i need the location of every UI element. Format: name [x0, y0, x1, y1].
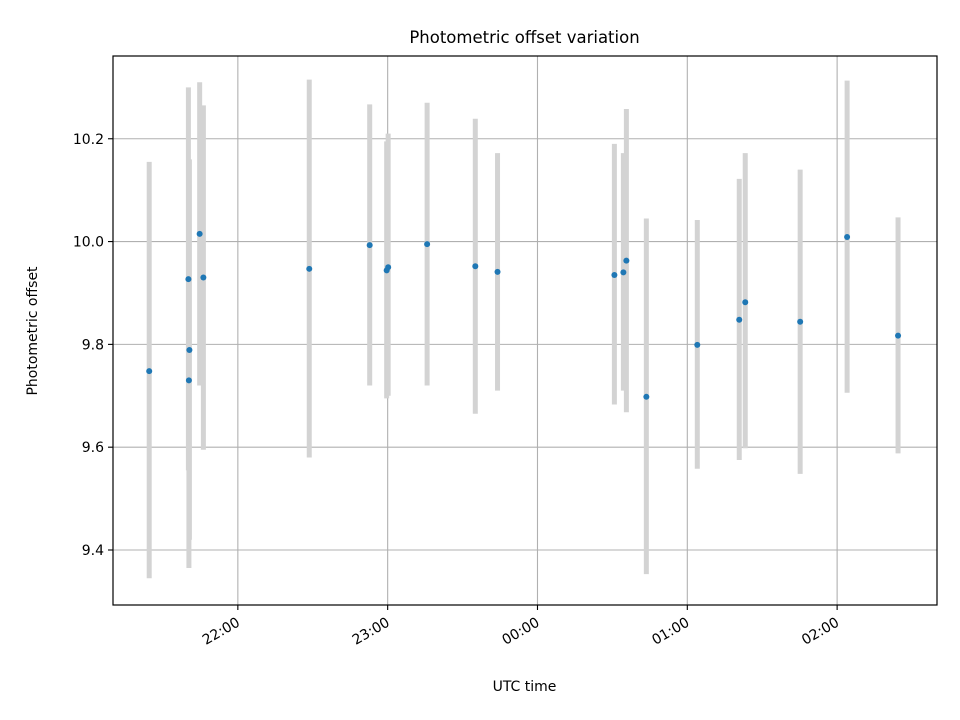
- data-point: [895, 332, 902, 339]
- data-point: [186, 347, 193, 354]
- data-point: [196, 230, 203, 237]
- plot-frame: [112, 55, 938, 606]
- data-point: [797, 318, 804, 325]
- data-point: [694, 341, 701, 348]
- y-tick-label: 10.0: [73, 235, 104, 251]
- data-point: [494, 268, 501, 275]
- data-point: [472, 263, 479, 270]
- data-points: [146, 230, 902, 400]
- data-point: [200, 274, 207, 281]
- data-point: [620, 269, 627, 276]
- data-point: [424, 241, 431, 248]
- data-point: [385, 264, 392, 271]
- y-tick-label: 9.4: [82, 543, 104, 559]
- chart-title: Photometric offset variation: [409, 28, 639, 47]
- data-point: [185, 377, 192, 384]
- data-point: [844, 233, 851, 240]
- y-tick-label: 10.2: [73, 132, 104, 148]
- data-point: [366, 242, 373, 249]
- data-point: [736, 316, 743, 323]
- data-point: [623, 257, 630, 264]
- y-tick-label: 9.6: [82, 440, 104, 456]
- data-point: [146, 368, 153, 375]
- x-axis-label: UTC time: [493, 679, 557, 695]
- y-tick-label: 9.8: [82, 337, 104, 353]
- data-point: [742, 299, 749, 306]
- y-axis-ticks: 9.4 9.6 9.8 10.0 10.2: [73, 132, 113, 559]
- y-axis-label: Photometric offset: [25, 266, 41, 396]
- data-point: [643, 393, 650, 400]
- data-point: [185, 276, 192, 283]
- data-point: [306, 265, 313, 272]
- data-point: [611, 271, 618, 278]
